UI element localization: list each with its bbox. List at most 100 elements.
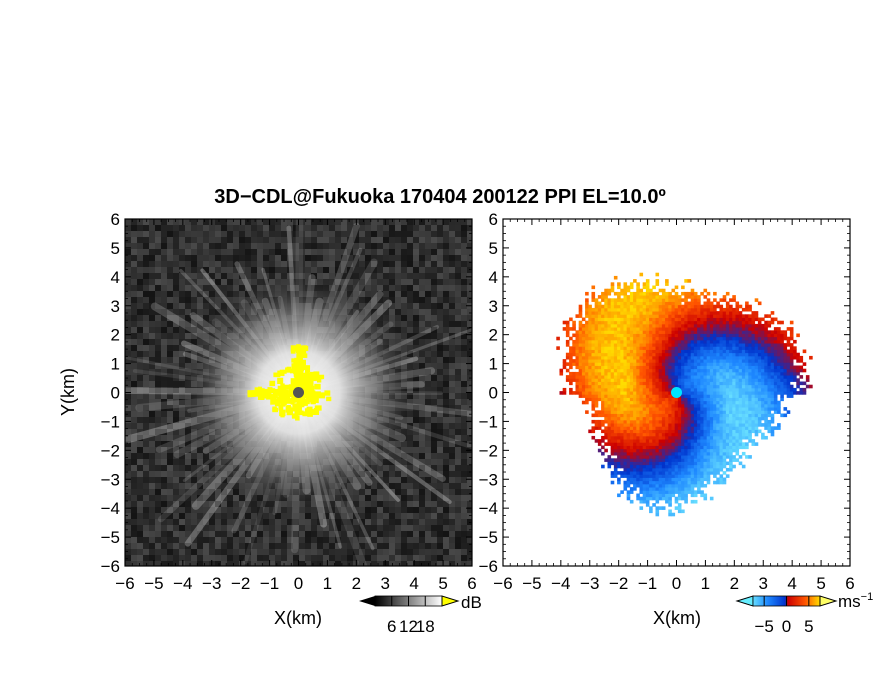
noise-cell bbox=[173, 285, 179, 291]
noise-cell bbox=[293, 537, 299, 543]
noise-cell bbox=[257, 507, 263, 513]
noise-cell bbox=[191, 273, 197, 279]
velocity-cell bbox=[668, 509, 672, 514]
noise-cell bbox=[197, 267, 203, 273]
velocity-cell bbox=[626, 445, 631, 450]
saturated-pixel bbox=[254, 391, 259, 397]
noise-cell bbox=[257, 525, 263, 531]
velocity-cell bbox=[649, 416, 653, 421]
noise-cell bbox=[185, 267, 191, 273]
noise-cell bbox=[317, 513, 323, 519]
noise-cell bbox=[419, 387, 425, 393]
noise-cell bbox=[161, 297, 167, 303]
x-tick-label: −3 bbox=[202, 574, 221, 593]
noise-cell bbox=[305, 537, 311, 543]
noise-cell bbox=[347, 519, 353, 525]
velocity-cell bbox=[633, 474, 637, 478]
saturated-pixel bbox=[268, 388, 276, 394]
noise-cell bbox=[263, 519, 269, 525]
velocity-cell bbox=[684, 423, 688, 427]
noise-cell bbox=[467, 345, 472, 351]
velocity-cell bbox=[649, 483, 653, 488]
velocity-cell bbox=[655, 496, 660, 501]
noise-cell bbox=[143, 279, 149, 285]
velocity-cell bbox=[706, 477, 711, 482]
noise-cell bbox=[389, 231, 395, 237]
noise-cell bbox=[185, 537, 191, 543]
noise-cell bbox=[437, 303, 443, 309]
velocity-cell bbox=[639, 474, 644, 478]
noise-cell bbox=[173, 447, 179, 453]
noise-cell bbox=[407, 225, 413, 231]
noise-cell bbox=[449, 453, 455, 459]
noise-cell bbox=[371, 495, 377, 501]
noise-cell bbox=[233, 549, 239, 555]
noise-cell bbox=[161, 369, 167, 375]
noise-cell bbox=[443, 501, 449, 507]
velocity-cell bbox=[649, 467, 653, 472]
velocity-cell bbox=[741, 423, 746, 427]
noise-cell bbox=[455, 525, 461, 531]
noise-cell bbox=[251, 513, 257, 519]
noise-cell bbox=[173, 315, 179, 321]
noise-cell bbox=[257, 255, 263, 261]
noise-cell bbox=[263, 231, 269, 237]
noise-cell bbox=[233, 231, 239, 237]
noise-cell bbox=[281, 225, 287, 231]
noise-cell bbox=[167, 231, 173, 237]
noise-cell bbox=[419, 399, 425, 405]
noise-cell bbox=[467, 525, 472, 531]
velocity-cell bbox=[687, 439, 692, 443]
noise-cell bbox=[185, 237, 191, 243]
velocity-cell bbox=[658, 483, 663, 488]
velocity-cell bbox=[668, 477, 672, 482]
noise-cell bbox=[257, 549, 263, 555]
noise-cell bbox=[131, 375, 137, 381]
velocity-cell bbox=[713, 439, 717, 443]
noise-cell bbox=[389, 543, 395, 549]
noise-cell bbox=[173, 381, 179, 387]
velocity-cell bbox=[684, 496, 688, 501]
noise-cell bbox=[179, 429, 185, 435]
velocity-cell bbox=[751, 423, 756, 427]
velocity-cell bbox=[607, 419, 612, 424]
noise-cell bbox=[203, 309, 209, 315]
noise-cell bbox=[131, 399, 137, 405]
noise-cell bbox=[293, 543, 299, 549]
noise-cell bbox=[281, 519, 287, 525]
saturated-pixel bbox=[286, 398, 292, 404]
noise-cell bbox=[359, 537, 365, 543]
noise-cell bbox=[161, 561, 167, 566]
velocity-cell bbox=[709, 464, 714, 469]
noise-cell bbox=[227, 255, 233, 261]
noise-cell bbox=[275, 231, 281, 237]
velocity-cell bbox=[607, 464, 612, 469]
noise-cell bbox=[161, 279, 167, 285]
noise-cell bbox=[461, 531, 467, 537]
noise-cell bbox=[179, 321, 185, 327]
velocity-cell bbox=[597, 413, 602, 418]
noise-cell bbox=[125, 507, 131, 513]
noise-cell bbox=[431, 291, 437, 297]
noise-cell bbox=[437, 471, 443, 477]
velocity-cell bbox=[709, 423, 714, 427]
noise-cell bbox=[143, 477, 149, 483]
velocity-cell bbox=[610, 445, 615, 450]
velocity-cell bbox=[681, 509, 685, 514]
velocity-cell bbox=[706, 455, 711, 459]
noise-cell bbox=[383, 249, 389, 255]
noise-cell bbox=[353, 279, 359, 285]
noise-cell bbox=[461, 405, 467, 411]
noise-cell bbox=[149, 279, 155, 285]
velocity-cell bbox=[629, 426, 634, 430]
noise-cell bbox=[383, 225, 389, 231]
velocity-cell bbox=[645, 467, 650, 472]
velocity-cell bbox=[617, 493, 621, 498]
noise-cell bbox=[311, 513, 317, 519]
noise-cell bbox=[389, 507, 395, 513]
velocity-cell bbox=[626, 496, 631, 501]
noise-cell bbox=[407, 219, 413, 225]
velocity-cell bbox=[729, 461, 733, 466]
noise-cell bbox=[227, 507, 233, 513]
velocity-cell bbox=[693, 439, 698, 443]
